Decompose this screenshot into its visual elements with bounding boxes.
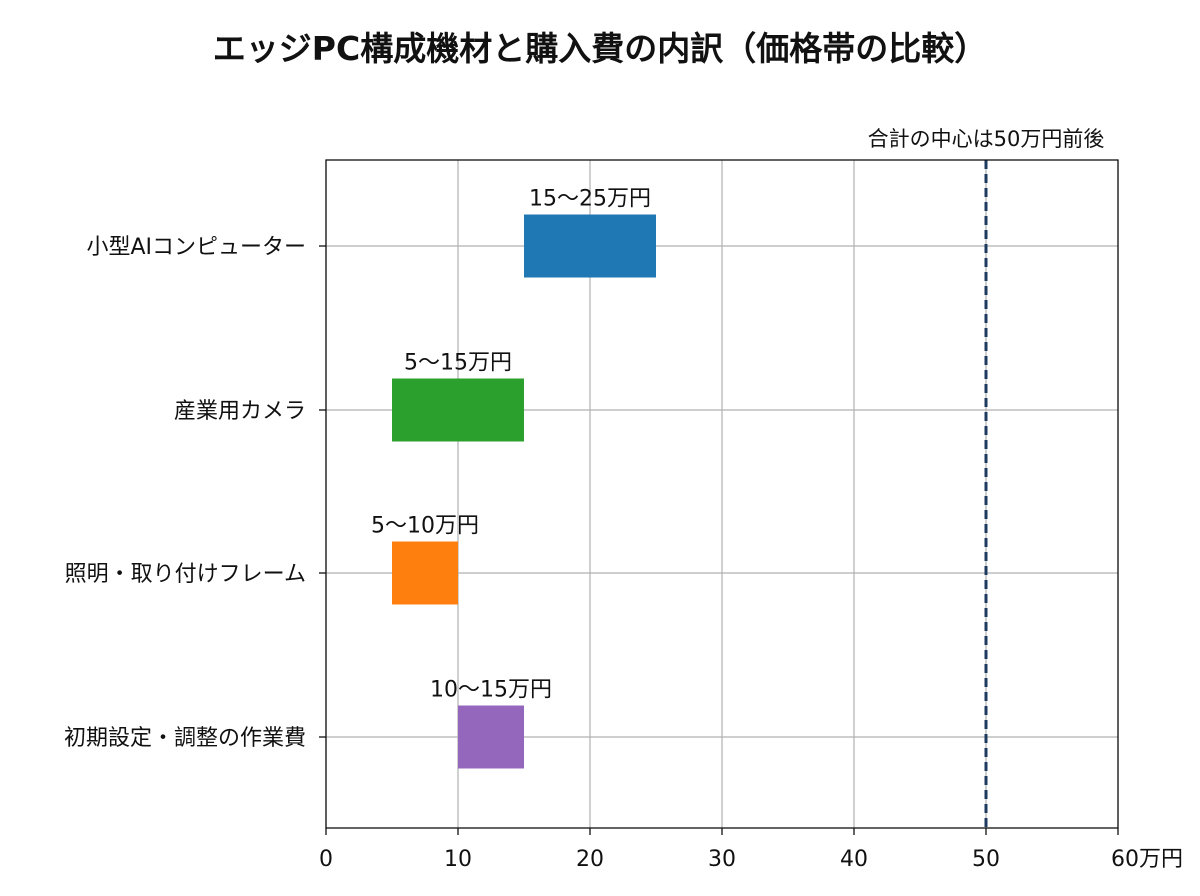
y-category-label: 初期設定・調整の作業費 [64,726,306,751]
x-tick-label: 10 [444,847,472,872]
range-bar-label: 5〜15万円 [404,351,512,376]
range-bar [392,378,524,442]
y-category-label: 産業用カメラ [174,399,306,424]
x-tick-label: 0 [319,847,333,872]
reference-line-label: 合計の中心は50万円前後 [868,127,1105,151]
x-tick-label: 20 [576,847,604,872]
y-category-label: 小型AIコンピューター [86,235,306,260]
bars: 15〜25万円 5〜15万円 5〜10万円 10〜15万円 [371,187,656,769]
chart-title: エッジPC構成機材と購入費の内訳（価格帯の比較） [212,29,988,68]
x-tick-label: 50 [972,847,1000,872]
range-bar [392,541,458,605]
range-bar [458,705,524,769]
x-tick-label: 40 [840,847,868,872]
grid-lines [325,160,1119,828]
range-bar-label: 5〜10万円 [371,514,479,539]
reference-line-group: 合計の中心は50万円前後 [868,127,1105,828]
x-axis: 0 10 20 30 40 50 60万円 [319,828,1183,872]
x-tick-label: 60万円 [1111,847,1183,872]
range-bar [524,214,656,278]
x-tick-label: 30 [708,847,736,872]
range-bar-label: 10〜15万円 [430,678,552,703]
range-bar-label: 15〜25万円 [529,187,651,212]
y-category-label: 照明・取り付けフレーム [65,562,306,587]
